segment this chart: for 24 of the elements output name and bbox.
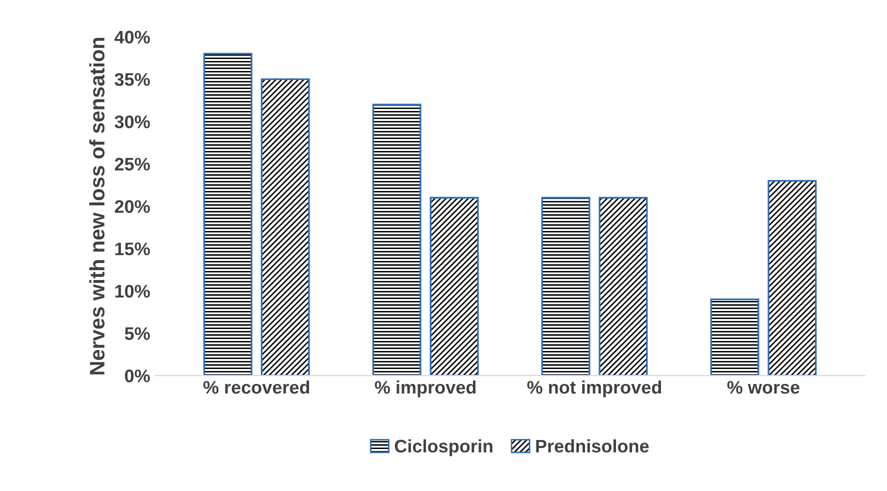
y-tick-label: 10% <box>115 284 150 298</box>
y-tick-label: 35% <box>114 73 150 86</box>
y-tick-label: 20% <box>114 200 150 213</box>
x-tick-label: % improved <box>374 380 476 398</box>
y-tick-label: 30% <box>114 115 150 128</box>
bar <box>203 52 252 376</box>
x-tick-label: % recovered <box>203 380 310 394</box>
y-tick-label: 5% <box>124 327 150 340</box>
bar <box>541 196 590 376</box>
legend-label: Ciclosporin <box>394 439 492 456</box>
y-axis-title: Nerves with new loss of sensation <box>89 38 105 374</box>
y-tick-label: 0% <box>124 370 150 382</box>
bar <box>768 180 817 376</box>
y-tick-label: 40% <box>114 30 150 44</box>
legend-label: Prednisolone <box>536 439 649 453</box>
x-tick-label: % worse <box>727 381 800 394</box>
y-tick-label: 25% <box>114 158 150 171</box>
bar <box>372 104 422 376</box>
bar <box>598 196 648 376</box>
bar <box>710 298 760 376</box>
bar <box>430 196 479 376</box>
bar <box>260 78 310 376</box>
y-tick-label: 15% <box>115 242 150 256</box>
x-tick-label: % not improved <box>527 380 662 398</box>
